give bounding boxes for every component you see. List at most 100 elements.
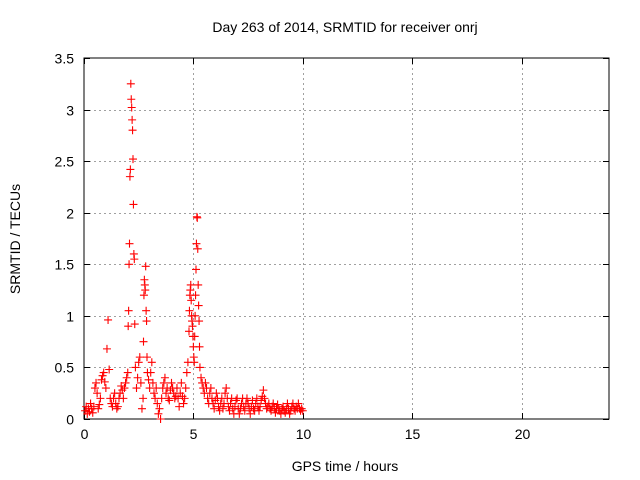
data-point — [191, 291, 200, 300]
data-point — [162, 389, 171, 398]
data-point — [126, 79, 135, 88]
data-point — [281, 408, 290, 417]
data-point — [128, 115, 137, 124]
data-point — [258, 392, 267, 401]
data-point — [255, 406, 263, 415]
data-point — [235, 409, 244, 418]
data-point — [155, 404, 164, 413]
data-point — [104, 315, 113, 324]
data-point — [128, 126, 137, 135]
data-point — [132, 384, 141, 393]
data-point — [215, 406, 224, 415]
data-point — [190, 358, 199, 367]
data-point — [249, 404, 258, 413]
grid-lines — [84, 58, 609, 419]
data-point — [100, 377, 109, 386]
data-point — [188, 322, 197, 331]
data-point — [130, 255, 139, 264]
y-tick-label: 0 — [66, 412, 74, 428]
data-point — [271, 408, 280, 417]
data-point — [159, 378, 168, 387]
data-point — [294, 399, 303, 408]
data-point — [225, 406, 234, 415]
x-tick-label: 10 — [296, 426, 312, 442]
data-point — [94, 404, 103, 413]
data-point — [160, 373, 169, 382]
data-point — [192, 239, 201, 248]
data-point — [195, 363, 204, 372]
data-point — [96, 394, 105, 403]
data-point — [182, 368, 191, 377]
data-point — [146, 368, 155, 377]
y-axis-label: SRMTID / TECUs — [7, 184, 23, 294]
y-tick-label: 3.5 — [55, 51, 75, 67]
data-point — [257, 396, 266, 405]
data-point — [298, 406, 307, 415]
y-tick-label: 2 — [66, 206, 74, 222]
data-point — [181, 384, 190, 393]
data-point — [252, 394, 261, 403]
data-point — [221, 389, 230, 398]
data-point — [133, 373, 142, 382]
data-point — [156, 415, 165, 423]
data-point — [97, 375, 106, 384]
data-point — [117, 381, 126, 390]
x-tick-label: 0 — [81, 426, 89, 442]
data-point — [142, 306, 151, 315]
data-point — [222, 384, 231, 393]
data-point — [92, 378, 101, 387]
data-point — [148, 378, 157, 387]
x-tick-label: 15 — [405, 426, 421, 442]
data-point — [129, 155, 137, 164]
data-point — [141, 262, 150, 271]
data-point — [126, 165, 135, 174]
data-point — [195, 342, 204, 351]
data-point — [90, 384, 99, 393]
x-tick-label: 5 — [190, 426, 198, 442]
data-point — [195, 317, 204, 326]
data-point — [134, 358, 143, 367]
data-point — [246, 409, 255, 418]
data-point — [130, 320, 139, 329]
chart-title: Day 263 of 2014, SRMTID for receiver onr… — [212, 19, 477, 35]
data-point — [185, 327, 193, 336]
data-point — [210, 404, 219, 413]
data-point — [180, 394, 189, 403]
data-point — [136, 378, 145, 387]
data-point — [139, 337, 148, 346]
data-point — [167, 378, 176, 387]
y-tick-label: 2.5 — [55, 154, 75, 170]
data-series-onrj — [81, 79, 307, 423]
data-point — [123, 368, 132, 377]
data-point — [187, 296, 196, 305]
data-point — [112, 404, 121, 413]
data-point — [242, 394, 251, 403]
data-point — [101, 384, 110, 393]
data-point — [125, 172, 134, 181]
data-point — [88, 408, 97, 417]
data-point — [102, 344, 111, 353]
data-point — [144, 375, 153, 384]
y-tick-labels: 0 0.5 1 1.5 2 2.5 3 3.5 — [55, 51, 75, 428]
data-point — [279, 402, 288, 411]
x-axis-label: GPS time / hours — [292, 458, 399, 474]
data-point — [260, 394, 269, 403]
data-point — [206, 384, 215, 393]
data-point — [105, 365, 114, 374]
data-point — [212, 389, 221, 398]
data-point — [153, 399, 162, 408]
data-point — [191, 311, 200, 320]
data-point — [218, 404, 227, 413]
data-point — [240, 406, 249, 415]
data-point — [194, 301, 203, 310]
data-point — [185, 306, 194, 315]
data-point — [121, 378, 130, 387]
data-point — [193, 244, 202, 253]
data-point — [150, 389, 158, 398]
data-point — [95, 400, 104, 409]
data-point — [193, 213, 202, 222]
data-point — [230, 402, 239, 411]
data-point — [127, 95, 136, 104]
data-point — [141, 286, 150, 295]
